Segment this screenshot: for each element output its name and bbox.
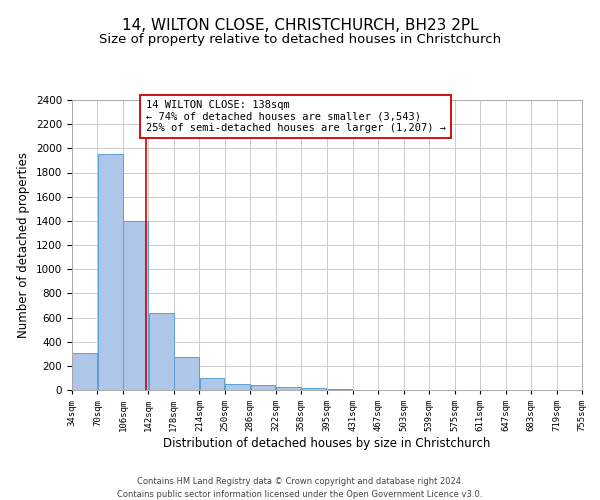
Bar	[200, 378, 224, 390]
Text: Contains HM Land Registry data © Crown copyright and database right 2024.: Contains HM Land Registry data © Crown c…	[137, 478, 463, 486]
Bar	[276, 387, 301, 390]
Bar	[302, 388, 326, 390]
Bar	[98, 154, 122, 390]
Bar	[251, 385, 275, 390]
Y-axis label: Number of detached properties: Number of detached properties	[17, 152, 31, 338]
Bar	[73, 352, 97, 390]
X-axis label: Distribution of detached houses by size in Christchurch: Distribution of detached houses by size …	[163, 437, 491, 450]
Text: Size of property relative to detached houses in Christchurch: Size of property relative to detached ho…	[99, 32, 501, 46]
Text: 14 WILTON CLOSE: 138sqm
← 74% of detached houses are smaller (3,543)
25% of semi: 14 WILTON CLOSE: 138sqm ← 74% of detache…	[146, 100, 446, 133]
Bar	[174, 358, 199, 390]
Bar	[225, 384, 250, 390]
Text: 14, WILTON CLOSE, CHRISTCHURCH, BH23 2PL: 14, WILTON CLOSE, CHRISTCHURCH, BH23 2PL	[122, 18, 478, 32]
Bar	[149, 312, 173, 390]
Text: Contains public sector information licensed under the Open Government Licence v3: Contains public sector information licen…	[118, 490, 482, 499]
Bar	[123, 221, 148, 390]
